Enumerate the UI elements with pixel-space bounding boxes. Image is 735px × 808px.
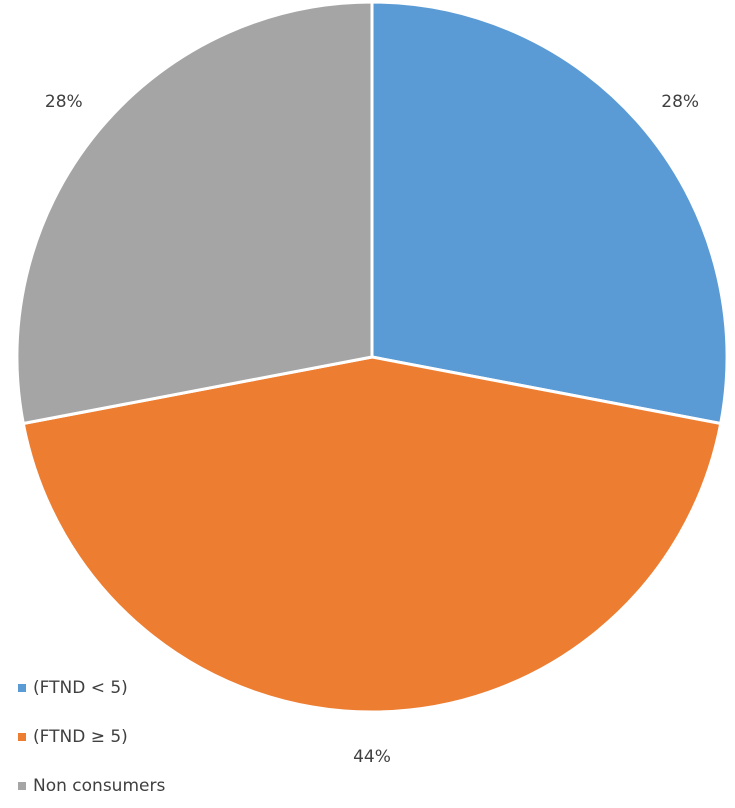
legend-label: (FTND < 5) (33, 678, 128, 698)
legend-swatch (18, 684, 26, 692)
legend-swatch (18, 733, 26, 741)
pie-slice (370, 0, 729, 426)
data-label: 28% (661, 92, 699, 112)
legend-label: (FTND ≥ 5) (33, 727, 128, 747)
pie-slice (15, 0, 374, 426)
legend-label: Non consumers (33, 776, 165, 796)
pie-slice (21, 355, 723, 714)
data-label: 28% (45, 92, 83, 112)
legend-swatch (18, 782, 26, 790)
data-label: 44% (353, 747, 391, 767)
